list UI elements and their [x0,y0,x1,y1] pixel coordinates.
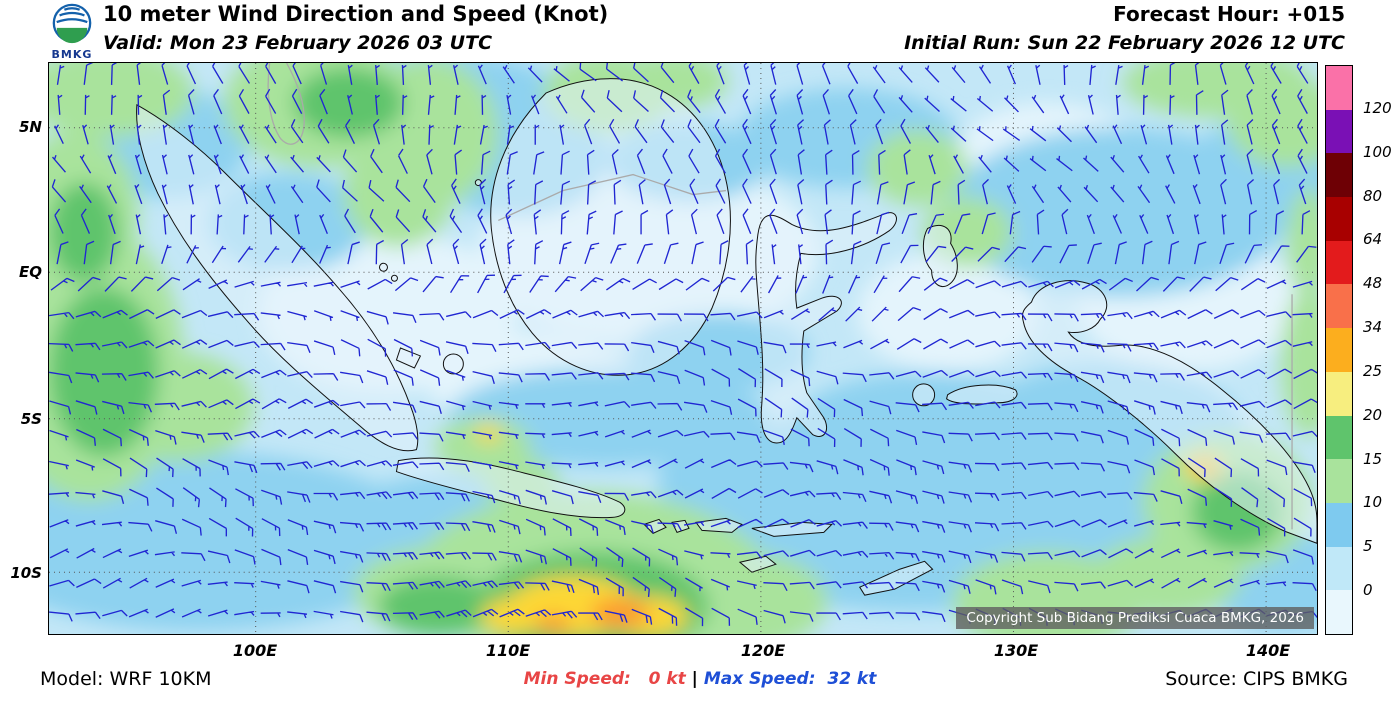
lon-tick-140E: 140E [1245,641,1291,660]
colorbar-segment [1326,502,1352,547]
colorbar-segment [1326,415,1352,460]
colorbar-tick-80: 80 [1363,186,1383,205]
colorbar-tick-34: 34 [1363,318,1383,337]
colorbar-segment [1326,328,1352,372]
lat-tick-10S: 10S [10,564,42,582]
colorbar-segment [1326,590,1352,634]
bmkg-logo-label: BMKG [51,48,93,61]
colorbar-tick-64: 64 [1363,230,1383,249]
map-canvas: Copyright Sub Bidang Prediksi Cuaca BMKG… [48,62,1318,635]
lon-tick-120E: 120E [740,641,786,660]
source-label: Source: CIPS BMKG [1165,668,1348,690]
colorbar-tick-120: 120 [1363,98,1392,117]
colorbar-tick-20: 20 [1363,405,1383,424]
colorbar-segment [1326,546,1352,591]
colorbar-segment [1326,109,1352,154]
page-title: 10 meter Wind Direction and Speed (Knot) [103,2,609,26]
wind-speed-colorbar [1325,65,1353,635]
bmkg-logo-icon [52,3,92,44]
lat-tick-5N: 5N [19,118,42,136]
min-speed-label: Min Speed: 0 kt [523,669,686,689]
lon-tick-110E: 110E [485,641,531,660]
bmkg-logo: BMKG [44,2,100,61]
colorbar-segment [1326,240,1352,285]
colorbar-tick-10: 10 [1363,493,1383,512]
colorbar-segment [1326,153,1352,198]
indonesia-wind-map [49,63,1317,634]
model-label: Model: WRF 10KM [40,668,212,690]
copyright-overlay: Copyright Sub Bidang Prediksi Cuaca BMKG… [956,607,1314,629]
colorbar-tick-25: 25 [1363,361,1383,380]
speed-summary: Min Speed: 0 kt | Max Speed: 32 kt [524,669,877,689]
lat-tick-5S: 5S [20,410,42,428]
colorbar-segment [1326,459,1352,503]
colorbar-segment [1326,197,1352,241]
colorbar-tick-0: 0 [1363,581,1373,600]
colorbar-segment [1326,66,1352,110]
colorbar-tick-48: 48 [1363,274,1383,293]
lon-tick-130E: 130E [993,641,1039,660]
forecast-hour: Forecast Hour: +015 [1113,2,1345,26]
colorbar-segment [1326,371,1352,416]
max-speed-label: Max Speed: 32 kt [703,669,877,689]
colorbar-segment [1326,284,1352,329]
colorbar-tick-15: 15 [1363,449,1383,468]
valid-time: Valid: Mon 23 February 2026 03 UTC [103,32,493,54]
colorbar-tick-5: 5 [1363,537,1373,556]
lat-tick-EQ: EQ [19,263,42,281]
colorbar-tick-100: 100 [1363,142,1392,161]
lon-tick-100E: 100E [232,641,278,660]
initial-run: Initial Run: Sun 22 February 2026 12 UTC [904,32,1345,54]
speed-divider: | [685,669,704,689]
